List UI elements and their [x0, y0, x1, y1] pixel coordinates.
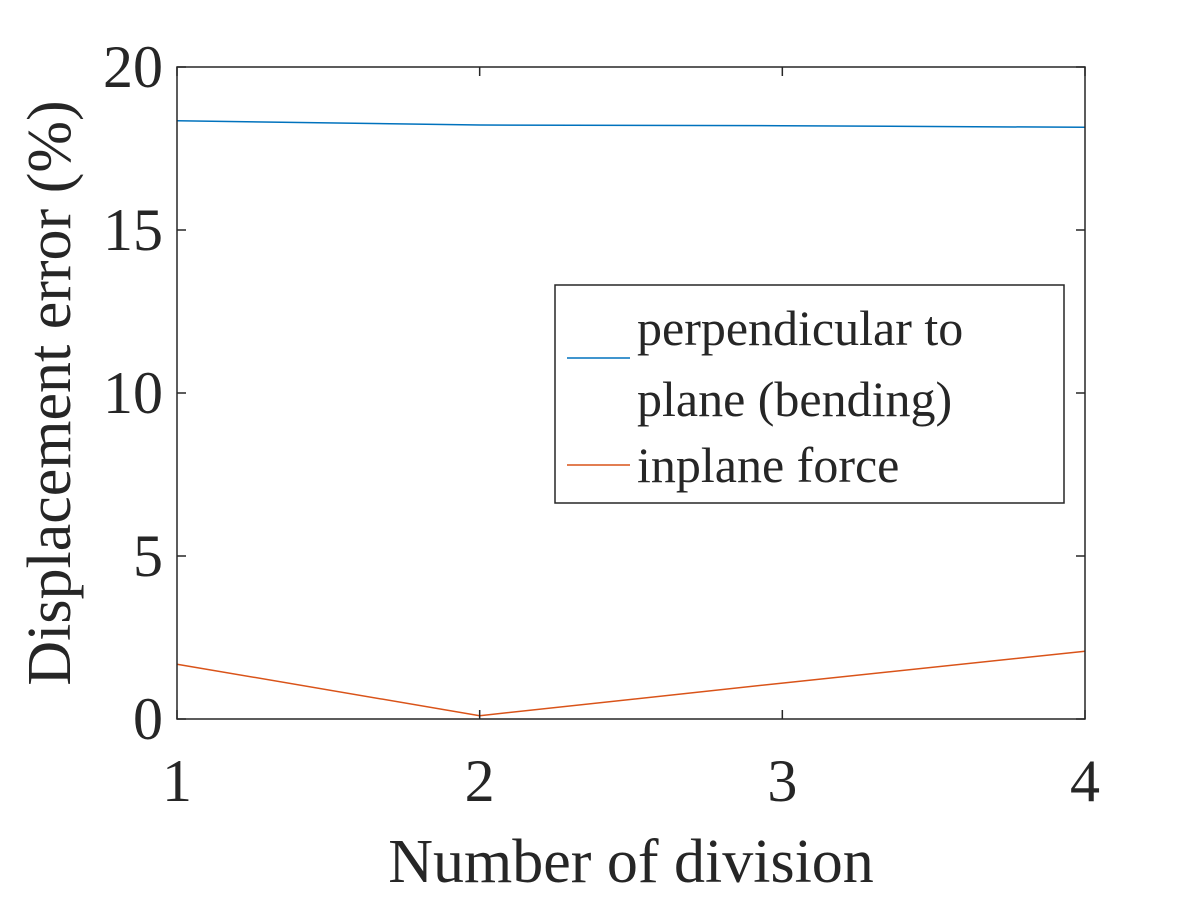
y-tick-label: 15 — [103, 197, 163, 263]
y-tick-label: 5 — [133, 523, 163, 589]
x-tick-label: 3 — [767, 748, 797, 814]
x-tick-label: 2 — [465, 748, 495, 814]
y-tick-label: 0 — [133, 686, 163, 752]
x-tick-label: 4 — [1070, 748, 1100, 814]
x-tick-label: 1 — [162, 748, 192, 814]
x-axis-label: Number of division — [388, 828, 874, 896]
y-axis-label: Displacement error (%) — [16, 100, 84, 685]
legend-label-bending-line1: perpendicular to — [637, 300, 963, 356]
legend: perpendicular to plane (bending) inplane… — [554, 284, 1065, 504]
series-line-0 — [176, 120, 1086, 129]
ticks-layer — [176, 66, 1086, 720]
legend-label-inplane: inplane force — [637, 437, 899, 493]
y-tick-label: 10 — [103, 360, 163, 426]
legend-label-bending-line2: plane (bending) — [637, 371, 952, 427]
legend-box — [554, 284, 1065, 504]
tick-labels-layer: 1 2 3 4 0 5 10 15 20 — [103, 34, 1100, 814]
series-line-1 — [176, 650, 1086, 717]
y-tick-label: 20 — [103, 34, 163, 100]
series-layer — [176, 120, 1086, 717]
